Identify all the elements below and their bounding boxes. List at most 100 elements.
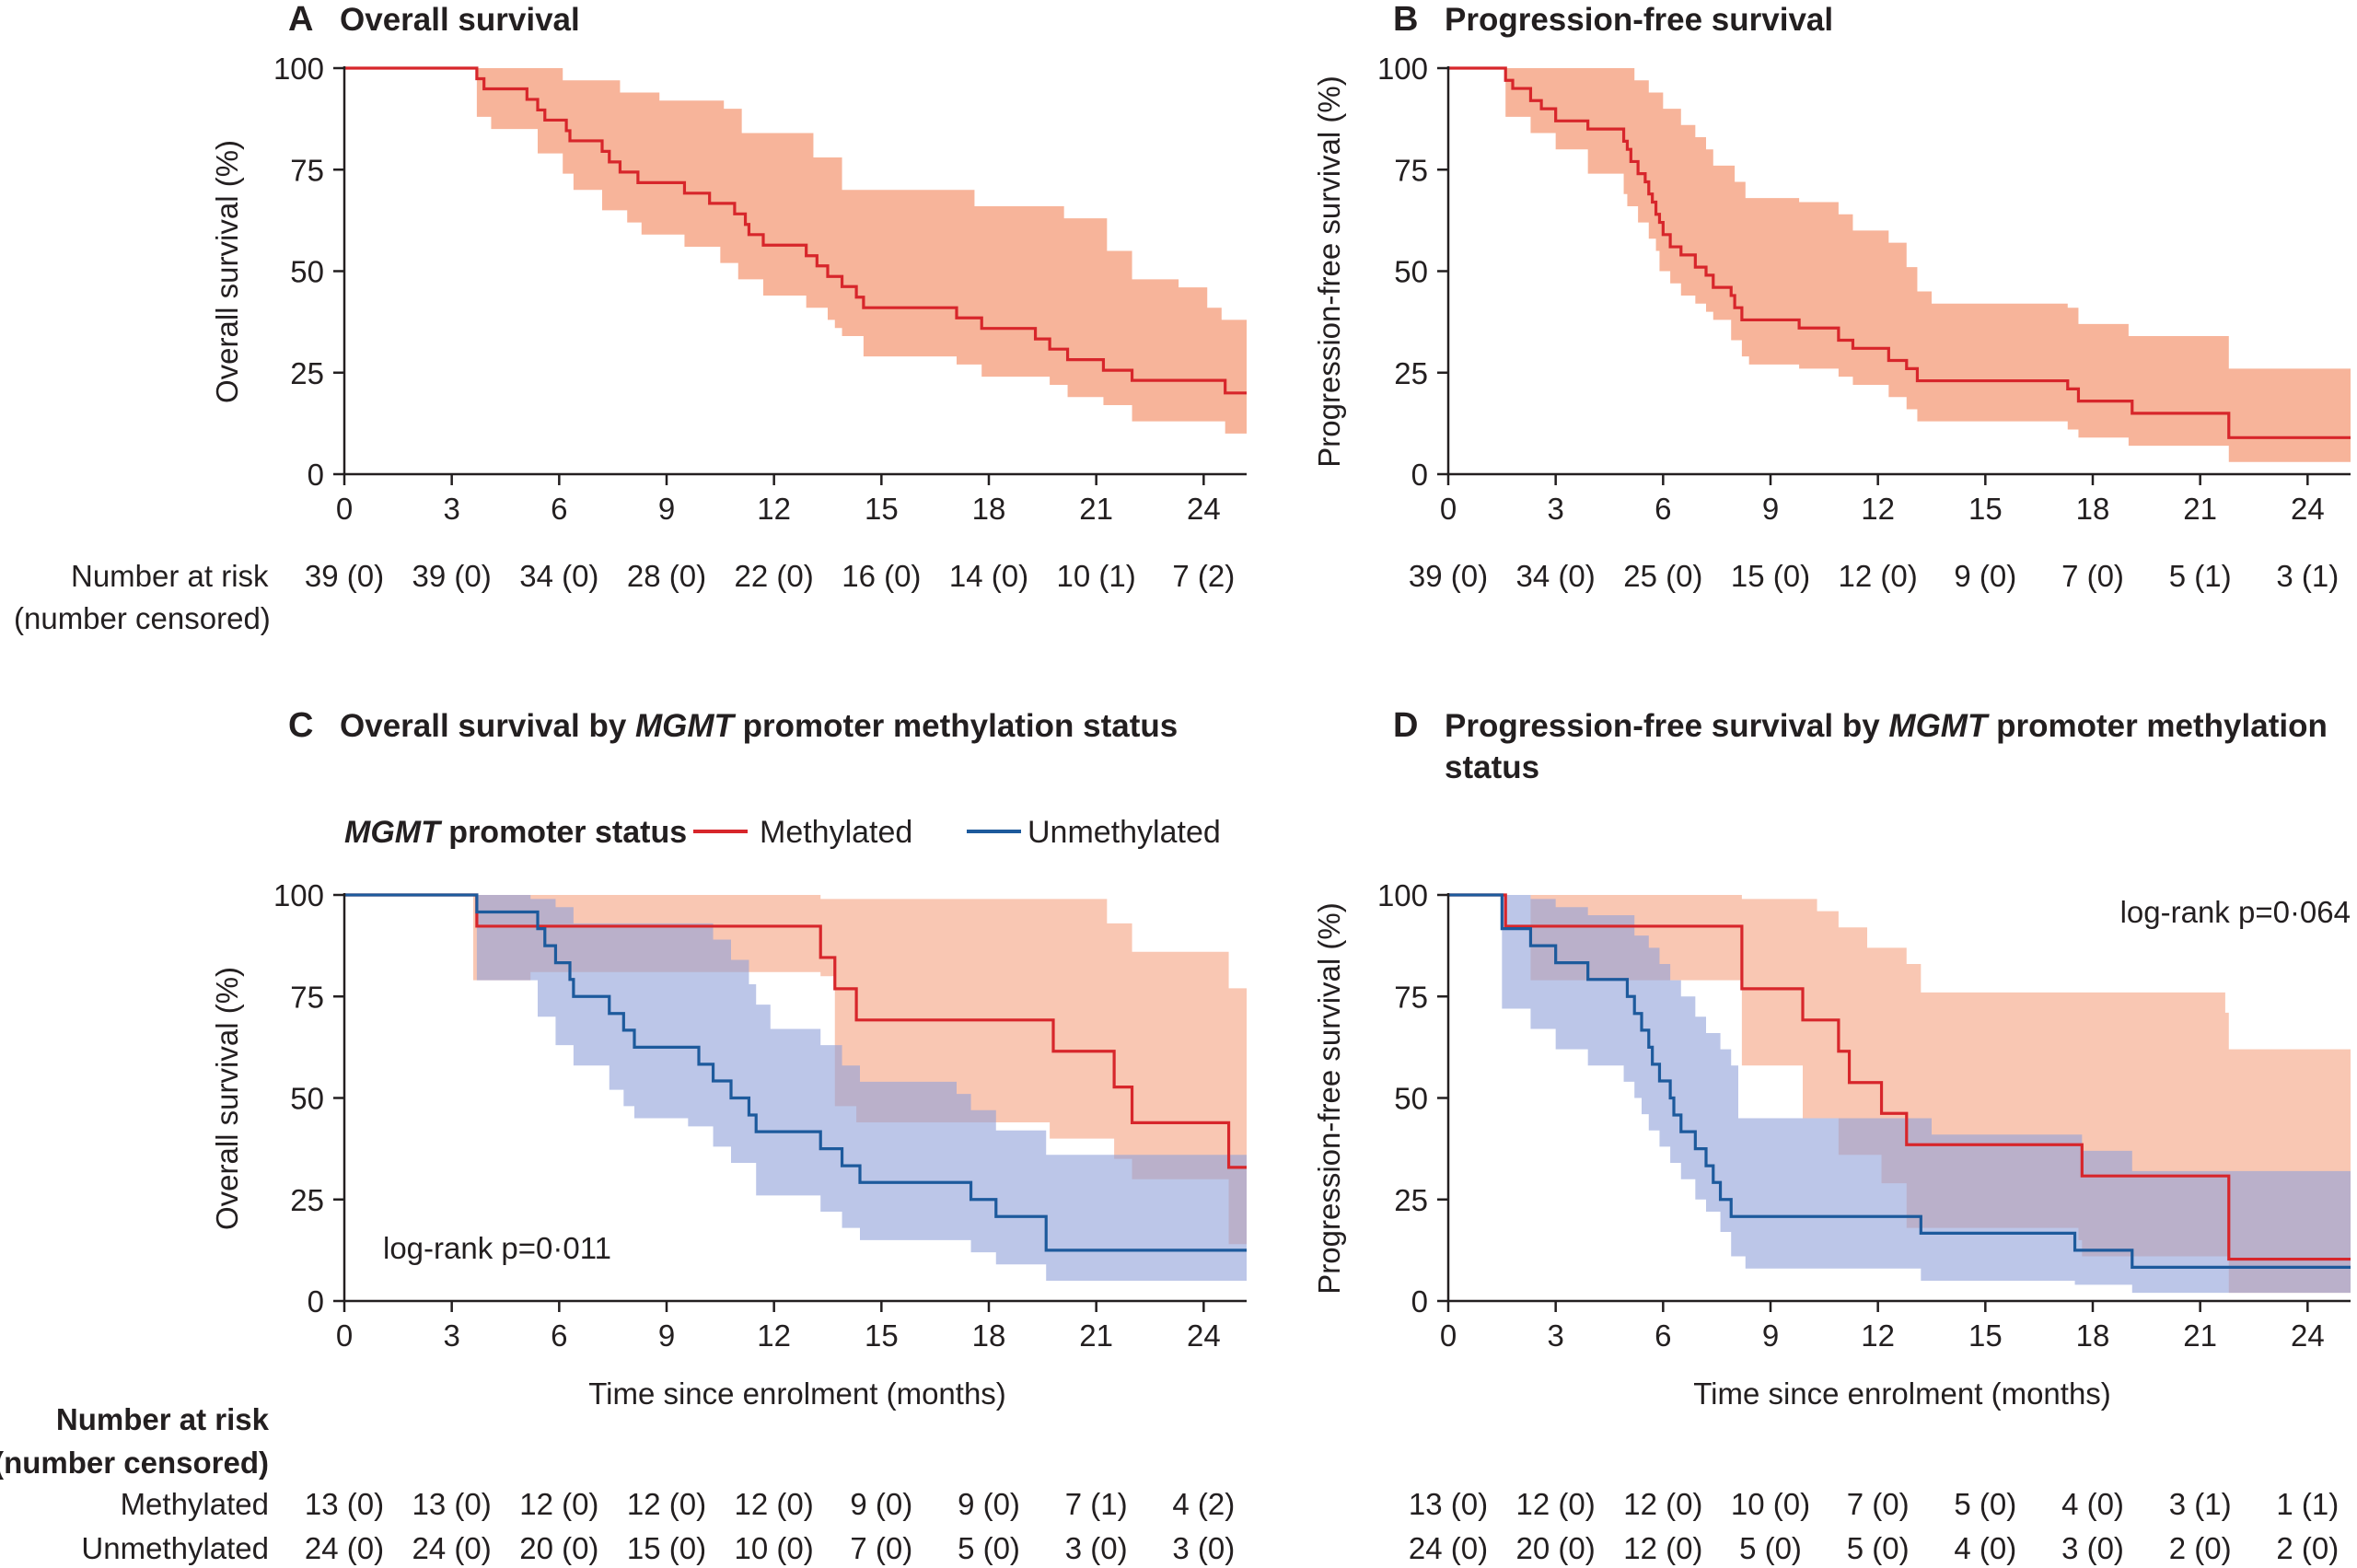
panel-a-y-tick-label: 100 (273, 52, 324, 86)
panel-d-unmethylated-ci-band (1448, 895, 2351, 1294)
panel-c-risk-methylated-cell: 13 (0) (305, 1487, 384, 1521)
panel-d-risk-methylated-cell: 5 (0) (1954, 1487, 2016, 1521)
panel-c-overall-survival-by-mgmt: C Overall survival by MGMT promoter meth… (210, 706, 1247, 1411)
panel-c-risk-methylated-cell: 4 (2) (1172, 1487, 1235, 1521)
panel-d-letter: D (1393, 706, 1418, 745)
panel-b-y-tick-label: 0 (1411, 458, 1428, 492)
panel-c-risk-unmethylated-cell: 3 (0) (1065, 1531, 1128, 1565)
panel-b-risk-cell: 7 (0) (2061, 559, 2124, 593)
panel-d-x-tick-label: 15 (1968, 1318, 2003, 1353)
panel-c-risk-methylated-cell: 9 (0) (958, 1487, 1020, 1521)
panel-a-x-tick-label: 0 (336, 492, 353, 526)
panel-d-risk-methylated-cell: 1 (1) (2276, 1487, 2339, 1521)
panel-d-risk-unmethylated-cell: 2 (0) (2169, 1531, 2232, 1565)
panel-d-title: Progression-free survival by MGMT promot… (1445, 708, 2328, 744)
panel-d-x-axis-title: Time since enrolment (months) (1693, 1376, 2111, 1411)
panel-a-y-tick-label: 50 (290, 255, 324, 289)
panel-d-risk-methylated-cell: 3 (1) (2169, 1487, 2232, 1521)
legend: MGMT promoter status Methylated Unmethyl… (344, 815, 1221, 850)
risk-label-number-censored: (number censored) (14, 601, 271, 635)
panel-b-y-tick-label: 100 (1377, 52, 1428, 86)
panel-d-risk-methylated-cell: 12 (0) (1516, 1487, 1596, 1521)
panel-d-title-italic: MGMT (1888, 708, 1990, 744)
panel-c-risk-methylated-cell: 12 (0) (627, 1487, 706, 1521)
panel-a-risk-cell: 16 (0) (842, 559, 921, 593)
panel-c-y-tick-label: 25 (290, 1183, 324, 1217)
panel-a-risk-cell: 28 (0) (627, 559, 706, 593)
panel-a-risk-cell: 39 (0) (305, 559, 384, 593)
panel-c-x-tick-label: 21 (1079, 1318, 1113, 1353)
panel-b-y-tick-label: 25 (1394, 356, 1428, 390)
panel-d-risk-unmethylated-cell: 24 (0) (1409, 1531, 1488, 1565)
panel-a-risk-cell: 10 (1) (1057, 559, 1136, 593)
panel-c-risk-unmethylated-cell: 15 (0) (627, 1531, 706, 1565)
panel-d-plot-area: 0 3 6 9 12 15 18 21 24 0 25 50 75 100 (1377, 878, 2351, 1353)
panel-b-x-tick-label: 3 (1547, 492, 1563, 526)
panel-c-title-post: promoter methylation status (734, 708, 1178, 744)
panel-c-risk-unmethylated-cell: 24 (0) (412, 1531, 492, 1565)
panel-b-x-tick-label: 0 (1440, 492, 1457, 526)
panel-b-y-tick-label: 50 (1394, 255, 1428, 289)
panel-a-risk-cell: 7 (2) (1172, 559, 1235, 593)
panel-a-y-tick-label: 0 (308, 458, 324, 492)
panel-c-title: Overall survival by MGMT promoter methyl… (340, 708, 1178, 744)
panel-a-letter: A (288, 0, 313, 39)
legend-methylated-label: Methylated (760, 815, 912, 850)
panel-d-risk-unmethylated-cell: 20 (0) (1516, 1531, 1596, 1565)
panel-d-y-tick-label: 100 (1377, 878, 1428, 912)
panel-a-x-tick-label: 15 (865, 492, 899, 526)
risk-label-number-censored-bold: (number censored) (0, 1446, 269, 1480)
panel-d-unmethylated-survival-line (1448, 893, 2351, 1269)
panel-b-risk-cell: 15 (0) (1731, 559, 1810, 593)
panel-a-plot-area: 0 3 6 9 12 15 18 21 24 0 25 50 75 100 (273, 52, 1247, 526)
panel-c-risk-methylated-cell: 7 (1) (1065, 1487, 1128, 1521)
panel-b-risk-table: 39 (0) 34 (0) 25 (0) 15 (0) 12 (0) 9 (0) 7 (0)… (1409, 559, 2339, 593)
panel-c-x-tick-label: 6 (551, 1318, 567, 1353)
panel-a-x-tick-label: 24 (1187, 492, 1221, 526)
panel-d-risk-methylated-cell: 4 (0) (2061, 1487, 2124, 1521)
panel-c-risk-unmethylated-cell: 5 (0) (958, 1531, 1020, 1565)
panel-c-x-tick-label: 12 (757, 1318, 791, 1353)
panel-a-x-tick-label: 18 (972, 492, 1006, 526)
panel-a-risk-cell: 14 (0) (949, 559, 1028, 593)
panel-d-risk-methylated-cell: 13 (0) (1409, 1487, 1488, 1521)
panel-d-x-tick-label: 18 (2076, 1318, 2110, 1353)
panel-b-x-tick-label: 21 (2183, 492, 2217, 526)
panel-d-y-tick-label: 25 (1394, 1183, 1428, 1217)
panel-c-methylated-survival-line (344, 893, 1247, 1169)
panel-d-risk-methylated-cell: 12 (0) (1623, 1487, 1702, 1521)
legend-unmethylated-label: Unmethylated (1028, 815, 1221, 850)
panel-c-y-tick-label: 50 (290, 1082, 324, 1116)
panel-c-log-rank-annotation: log-rank p=0·011 (383, 1231, 611, 1265)
panel-c-y-tick-label: 75 (290, 980, 324, 1014)
panel-c-methylated-ci-band (344, 895, 1247, 1245)
panel-d-risk-table: 13 (0) 12 (0) 12 (0) 10 (0) 7 (0) 5 (0) 4 (0) 3… (1409, 1487, 2339, 1565)
panel-d-risk-methylated-cell: 10 (0) (1731, 1487, 1810, 1521)
risk-label-methylated: Methylated (121, 1487, 269, 1521)
panel-b-y-axis-title: Progression-free survival (%) (1312, 75, 1346, 467)
panel-b-progression-free-survival: B Progression-free survival 0 3 6 9 12 15 18 21… (1312, 0, 2351, 526)
panel-d-risk-unmethylated-cell: 2 (0) (2276, 1531, 2339, 1565)
panel-c-letter: C (288, 706, 313, 745)
panel-c-y-tick-label: 0 (308, 1284, 324, 1318)
panel-c-x-tick-label: 0 (336, 1318, 353, 1353)
panel-c-risk-methylated-cell: 9 (0) (850, 1487, 912, 1521)
panel-b-letter: B (1393, 0, 1418, 39)
panel-b-x-tick-label: 24 (2291, 492, 2325, 526)
legend-title-rest: promoter status (440, 815, 687, 850)
risk-label-number-at-risk: Number at risk (71, 559, 269, 593)
panel-c-x-tick-label: 15 (865, 1318, 899, 1353)
panel-d-y-tick-label: 50 (1394, 1082, 1428, 1116)
panel-a-all-patients-ci-band (344, 68, 1247, 434)
panel-c-x-tick-label: 24 (1187, 1318, 1221, 1353)
panel-d-methylated-survival-line (1448, 893, 2351, 1261)
panel-b-risk-cell: 34 (0) (1516, 559, 1596, 593)
panel-a-risk-cell: 22 (0) (735, 559, 814, 593)
panel-a-y-tick-label: 25 (290, 356, 324, 390)
panel-b-title: Progression-free survival (1445, 2, 1833, 38)
panel-d-x-tick-label: 3 (1547, 1318, 1563, 1353)
panel-c-risk-methylated-cell: 12 (0) (735, 1487, 814, 1521)
panel-c-risk-table: 13 (0) 13 (0) 12 (0) 12 (0) 12 (0) 9 (0) 9 (0)… (305, 1487, 1235, 1565)
panel-d-title-line2: status (1445, 749, 1539, 785)
